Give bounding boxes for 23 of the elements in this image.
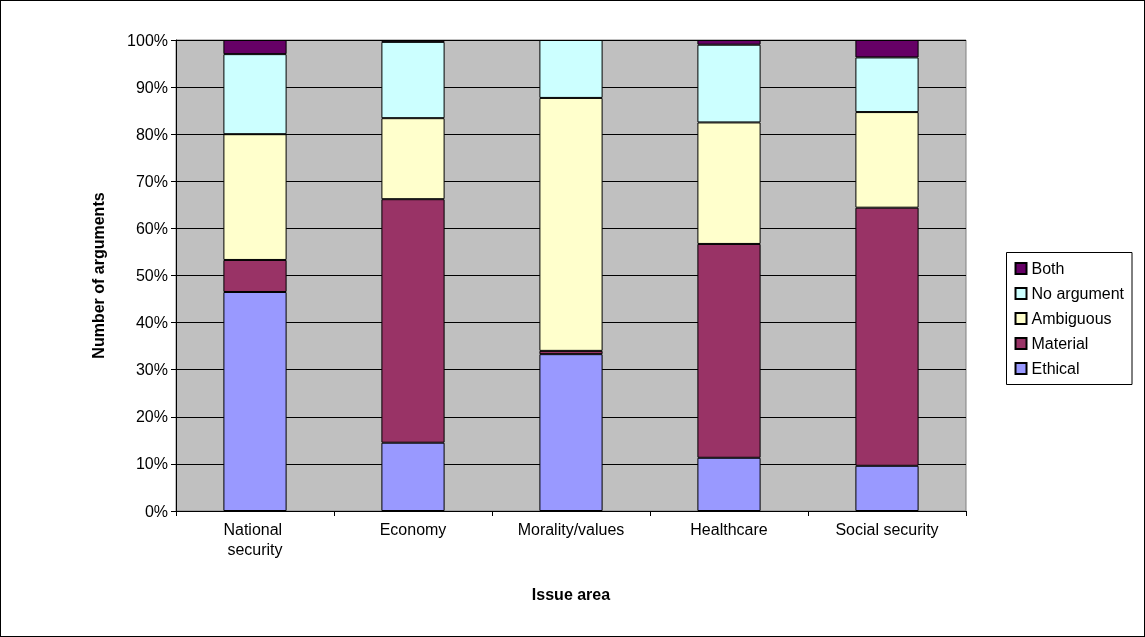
y-tick-label: 90% bbox=[135, 78, 168, 96]
y-tick-label: 20% bbox=[135, 408, 168, 426]
legend-label: Ambiguous bbox=[1031, 310, 1112, 327]
y-tick-label: 50% bbox=[135, 267, 168, 284]
y-tick-label: 70% bbox=[135, 172, 168, 190]
y-tick-label: 60% bbox=[135, 219, 168, 237]
y-tick-label: 40% bbox=[135, 314, 168, 332]
y-tick-label: 30% bbox=[135, 361, 168, 379]
x-tick-label: National security bbox=[223, 520, 287, 558]
y-axis-title: Number of arguments bbox=[89, 192, 107, 359]
legend-label: Both bbox=[1031, 260, 1065, 277]
x-tick-label: Economy bbox=[379, 520, 447, 538]
y-tick-label: 100% bbox=[127, 31, 168, 49]
x-tick-label: Morality/values bbox=[517, 520, 625, 538]
legend-label: No argument bbox=[1031, 285, 1125, 302]
legend-label: Ethical bbox=[1031, 360, 1080, 377]
x-tick-label: Healthcare bbox=[690, 520, 768, 538]
y-tick-label: 0% bbox=[144, 502, 168, 520]
legend-label: Material bbox=[1031, 335, 1089, 352]
x-axis-title: Issue area bbox=[531, 585, 611, 603]
x-tick-label: Social security bbox=[835, 520, 939, 538]
y-tick-label: 80% bbox=[135, 125, 168, 143]
y-tick-label: 10% bbox=[135, 455, 168, 473]
